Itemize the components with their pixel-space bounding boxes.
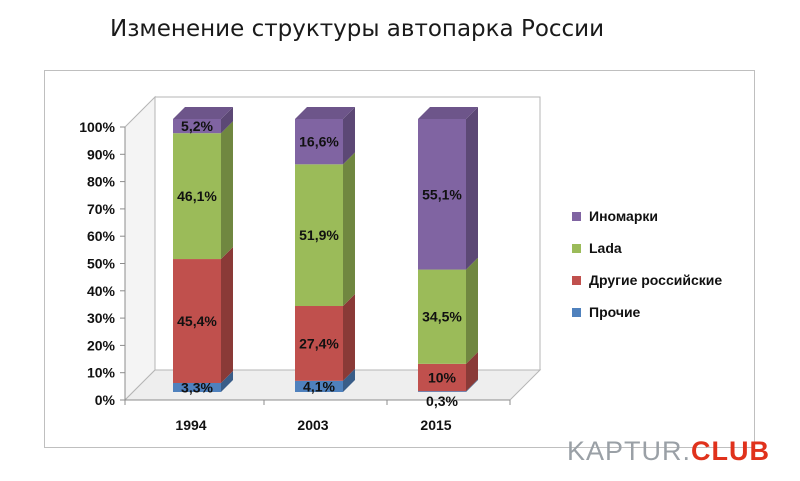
data-label: 5,2%	[181, 118, 213, 134]
bar-segment-side	[466, 107, 478, 270]
data-label: 34,5%	[422, 309, 462, 325]
y-tick-label: 30%	[87, 310, 116, 326]
bar-segment-top	[295, 107, 355, 119]
chart-frame	[44, 70, 755, 448]
legend-label: Прочие	[589, 304, 641, 320]
y-tick-label: 60%	[87, 228, 116, 244]
bar-segment	[418, 391, 466, 392]
watermark-part2: CLUB	[691, 436, 770, 466]
bar-segment	[418, 119, 466, 270]
bar-segment	[173, 259, 221, 383]
bar-segment-top	[173, 107, 233, 119]
bar-segment-side	[343, 107, 355, 165]
bar-segment-side	[221, 107, 233, 134]
bar-segment-side	[466, 257, 478, 364]
x-category-label: 1994	[175, 417, 206, 433]
watermark: KAPTUR.CLUB	[567, 436, 770, 467]
bar-segment-side	[466, 351, 478, 392]
bar-segment	[295, 306, 343, 381]
legend-item: Иномарки	[572, 200, 722, 232]
bar-segment-side	[221, 121, 233, 260]
bar-segment	[173, 119, 221, 134]
bar-segment	[295, 164, 343, 307]
legend-swatch	[572, 243, 581, 253]
legend-label: Другие российские	[589, 272, 723, 288]
chart-legend: Иномарки Lada Другие российские Прочие	[572, 200, 722, 328]
y-tick-label: 80%	[87, 174, 116, 190]
data-label: 27,4%	[299, 335, 339, 351]
legend-item: Прочие	[572, 296, 722, 328]
legend-swatch	[572, 275, 581, 285]
bar-segment	[418, 363, 466, 392]
bar-segment	[173, 133, 221, 260]
bar-segment-side	[466, 379, 478, 392]
bar-segment-top	[418, 107, 478, 119]
bar-segment-side	[343, 368, 355, 392]
legend-swatch	[572, 211, 581, 221]
y-tick-label: 70%	[87, 201, 116, 217]
bar-segment-side	[221, 370, 233, 392]
data-label: 3,3%	[181, 379, 213, 395]
bar-segment-side	[343, 294, 355, 381]
y-tick-label: 90%	[87, 146, 116, 162]
chart-title: Изменение структуры автопарка России	[110, 16, 605, 42]
data-label: 16,6%	[299, 134, 339, 150]
legend-item: Другие российские	[572, 264, 722, 296]
bar-segment	[418, 269, 466, 364]
data-label: 10%	[428, 370, 457, 386]
watermark-part1: KAPTUR.	[566, 436, 691, 466]
bar-segment	[173, 382, 221, 392]
x-category-label: 2003	[297, 417, 328, 433]
data-label: 55,1%	[422, 186, 462, 202]
bar-segment	[295, 119, 343, 165]
bar-segment	[295, 380, 343, 392]
bar-segment-side	[343, 152, 355, 307]
legend-swatch	[572, 307, 581, 317]
side-wall	[124, 95, 156, 402]
data-label: 45,4%	[177, 313, 217, 329]
y-tick-label: 50%	[87, 256, 116, 272]
data-label: 51,9%	[299, 227, 339, 243]
data-label: 0,3%	[426, 393, 458, 409]
data-label: 4,1%	[303, 378, 335, 394]
legend-label: Lada	[589, 240, 622, 256]
y-tick-label: 100%	[79, 119, 115, 135]
y-tick-label: 10%	[87, 365, 116, 381]
legend-label: Иномарки	[589, 208, 659, 224]
legend-item: Lada	[572, 232, 722, 264]
y-tick-label: 0%	[95, 392, 116, 408]
x-category-label: 2015	[420, 417, 451, 433]
bar-segment-side	[221, 247, 233, 383]
data-label: 46,1%	[177, 188, 217, 204]
y-tick-label: 20%	[87, 337, 116, 353]
y-tick-label: 40%	[87, 283, 116, 299]
